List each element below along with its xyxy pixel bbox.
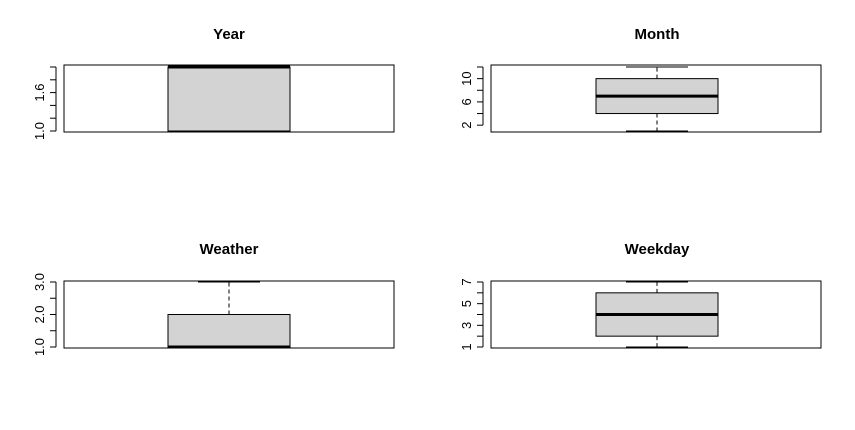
y-tick-label: 10 bbox=[459, 71, 474, 85]
y-tick-label: 1 bbox=[459, 343, 474, 350]
y-tick-label: 3.0 bbox=[32, 273, 47, 291]
iqr-box bbox=[167, 314, 291, 348]
y-tick-label: 6 bbox=[459, 98, 474, 105]
y-tick-label: 1.6 bbox=[32, 84, 47, 102]
y-tick-label: 3 bbox=[459, 322, 474, 329]
y-tick-label: 2 bbox=[459, 122, 474, 129]
plot-frame bbox=[490, 280, 822, 349]
boxplot-panel-weekday: Weekday 1 3 5 7 bbox=[459, 241, 822, 351]
plot-title: Year bbox=[213, 26, 245, 43]
plot-title: Month bbox=[635, 26, 680, 43]
y-tick-label: 2.0 bbox=[32, 305, 47, 323]
plot-frame bbox=[490, 64, 822, 133]
y-tick-label: 1.0 bbox=[32, 338, 47, 356]
boxplot-panel-month: Month 2 6 10 bbox=[459, 26, 822, 133]
y-tick-label: 1.0 bbox=[32, 122, 47, 140]
boxplot-panel-year: Year 1.0 1.6 bbox=[32, 26, 395, 140]
plot-frame bbox=[63, 64, 395, 133]
y-tick-label: 7 bbox=[459, 278, 474, 285]
plot-title: Weather bbox=[200, 241, 259, 258]
iqr-box bbox=[167, 66, 291, 132]
plot-title: Weekday bbox=[625, 241, 690, 258]
boxplot-panel-weather: Weather 1.0 2.0 3.0 bbox=[32, 241, 395, 356]
y-tick-label: 5 bbox=[459, 300, 474, 307]
